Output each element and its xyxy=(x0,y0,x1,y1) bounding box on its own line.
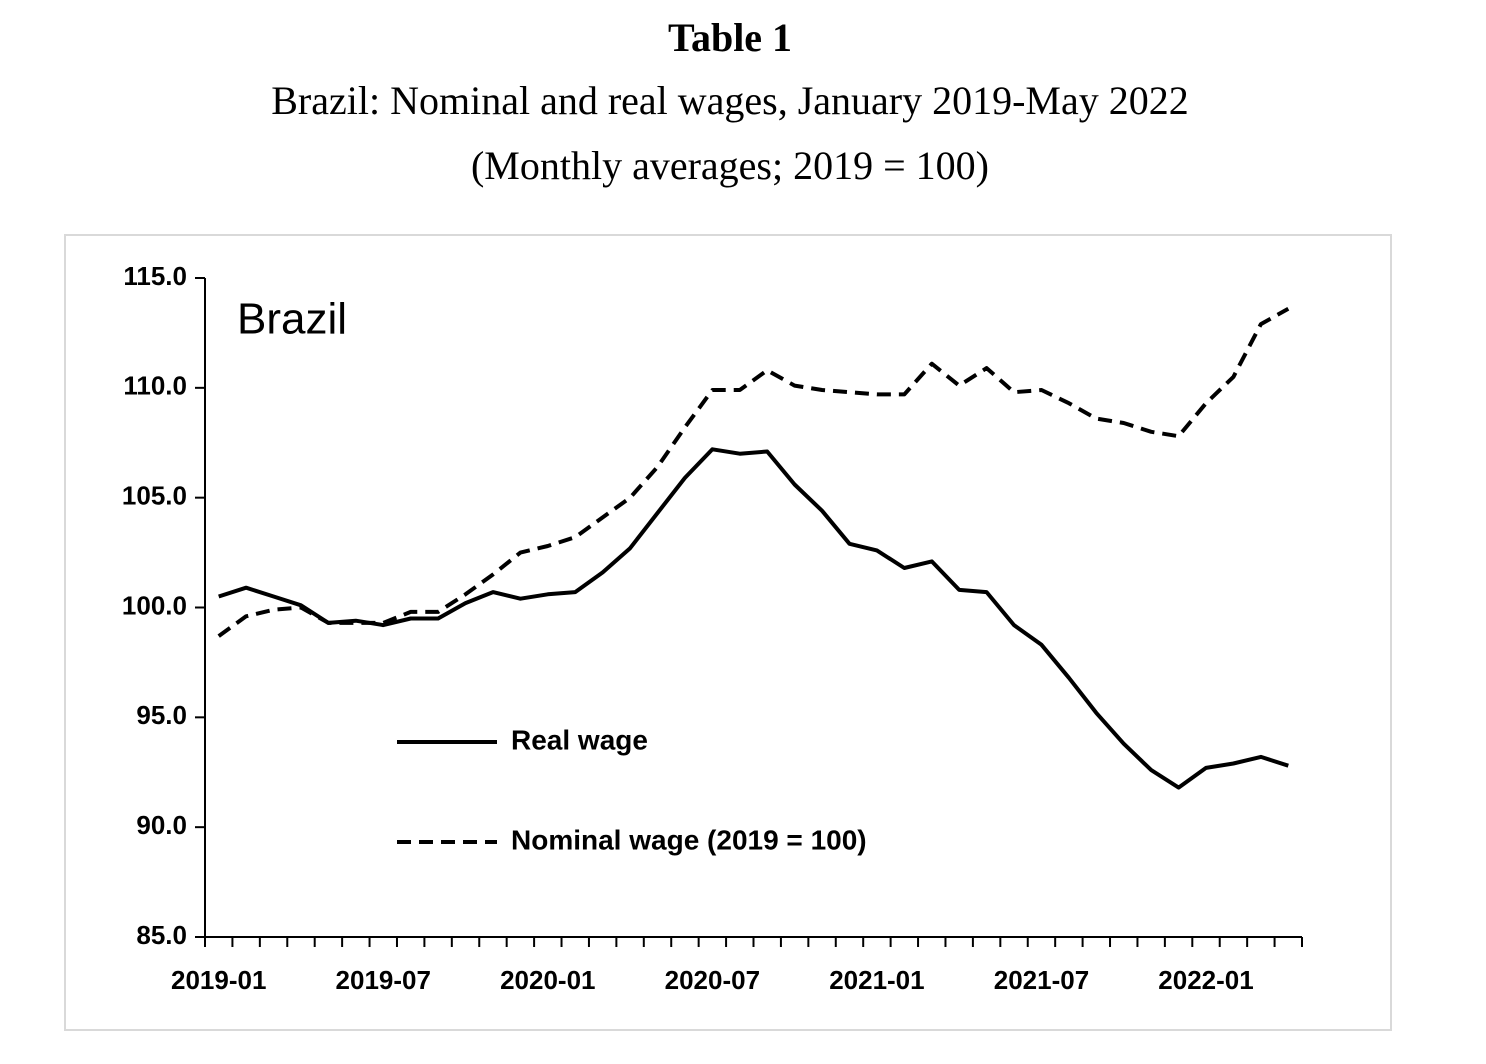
x-tick-label: 2019-01 xyxy=(171,965,266,995)
y-tick-label: 95.0 xyxy=(136,700,187,730)
y-tick-label: 110.0 xyxy=(123,371,187,401)
y-tick-label: 85.0 xyxy=(136,920,187,950)
x-tick-label: 2021-01 xyxy=(829,965,924,995)
legend-label: Nominal wage (2019 = 100) xyxy=(511,824,867,855)
line-series xyxy=(217,307,1290,638)
x-tick-label: 2020-07 xyxy=(665,965,760,995)
line-series xyxy=(218,447,1289,790)
chart-subtitle: Brazil: Nominal and real wages, January … xyxy=(271,78,1189,123)
x-tick-label: 2019-07 xyxy=(336,965,431,995)
y-tick-label: 100.0 xyxy=(122,590,187,620)
plot-frame xyxy=(64,234,1392,1031)
chart-title: Table 1 xyxy=(668,15,792,60)
annotation: Brazil xyxy=(237,295,347,344)
y-tick-label: 105.0 xyxy=(122,481,187,511)
x-tick-label: 2021-07 xyxy=(994,965,1089,995)
y-tick-label: 115.0 xyxy=(123,261,187,291)
x-tick-label: 2022-01 xyxy=(1158,965,1253,995)
y-tick-label: 90.0 xyxy=(136,810,187,840)
x-tick-label: 2020-01 xyxy=(500,965,595,995)
legend-label: Real wage xyxy=(511,724,648,755)
chart-subtitle: (Monthly averages; 2019 = 100) xyxy=(471,143,989,188)
